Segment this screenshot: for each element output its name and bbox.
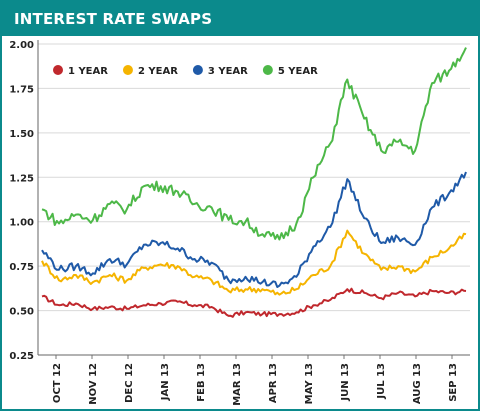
axes (37, 40, 470, 356)
y-tick-label: 1.25 (9, 173, 34, 184)
legend-label: 3 YEAR (208, 66, 248, 77)
series-line-3-year (41, 171, 467, 288)
legend-label: 2 YEAR (138, 66, 178, 77)
x-tick-label: JUL 13 (376, 363, 387, 400)
x-tick-label: MAY 13 (304, 363, 315, 404)
y-tick-label: 1.00 (9, 218, 34, 229)
series-lines (41, 47, 467, 318)
x-tick-label: MAR 13 (232, 363, 243, 406)
y-tick-label: 1.50 (9, 129, 34, 140)
x-tick-label: AUG 13 (412, 363, 423, 404)
chart-title: INTEREST RATE SWAPS (2, 2, 480, 36)
series-line-2-year (41, 229, 467, 296)
y-tick-labels: 2.00 1.75 1.50 1.25 1.00 0.75 0.50 0.25 (9, 40, 34, 362)
y-tick-label: 0.50 (9, 307, 34, 318)
legend-marker (53, 65, 63, 75)
legend-label: 1 YEAR (68, 66, 108, 77)
x-tick-label: OCT 12 (52, 363, 63, 403)
x-tick-label: SEP 13 (448, 363, 459, 402)
x-tick-label: JAN 13 (160, 363, 171, 401)
x-tick-labels: OCT 12 NOV 12 DEC 12 JAN 13 FEB 13 MAR 13 APR … (52, 363, 459, 406)
x-tick-label: JUN 13 (340, 363, 351, 402)
x-tick-label: APR 13 (268, 363, 279, 403)
series-line-5-year (41, 47, 467, 241)
y-tick-label: 0.25 (9, 351, 34, 362)
y-tick-label: 2.00 (9, 40, 34, 51)
legend-marker (262, 65, 273, 75)
y-tick-label: 0.75 (9, 262, 34, 273)
x-tick-label: FEB 13 (196, 363, 207, 402)
x-tick-label: DEC 12 (124, 363, 135, 403)
series-line-1-year (41, 287, 467, 318)
legend: 1 YEAR 2 YEAR 3 YEAR 5 YEAR (53, 65, 318, 77)
legend-marker (122, 65, 133, 75)
legend-marker (192, 65, 203, 75)
x-tick-label: NOV 12 (88, 363, 99, 405)
y-tick-label: 1.75 (9, 84, 34, 95)
legend-label: 5 YEAR (278, 66, 318, 77)
